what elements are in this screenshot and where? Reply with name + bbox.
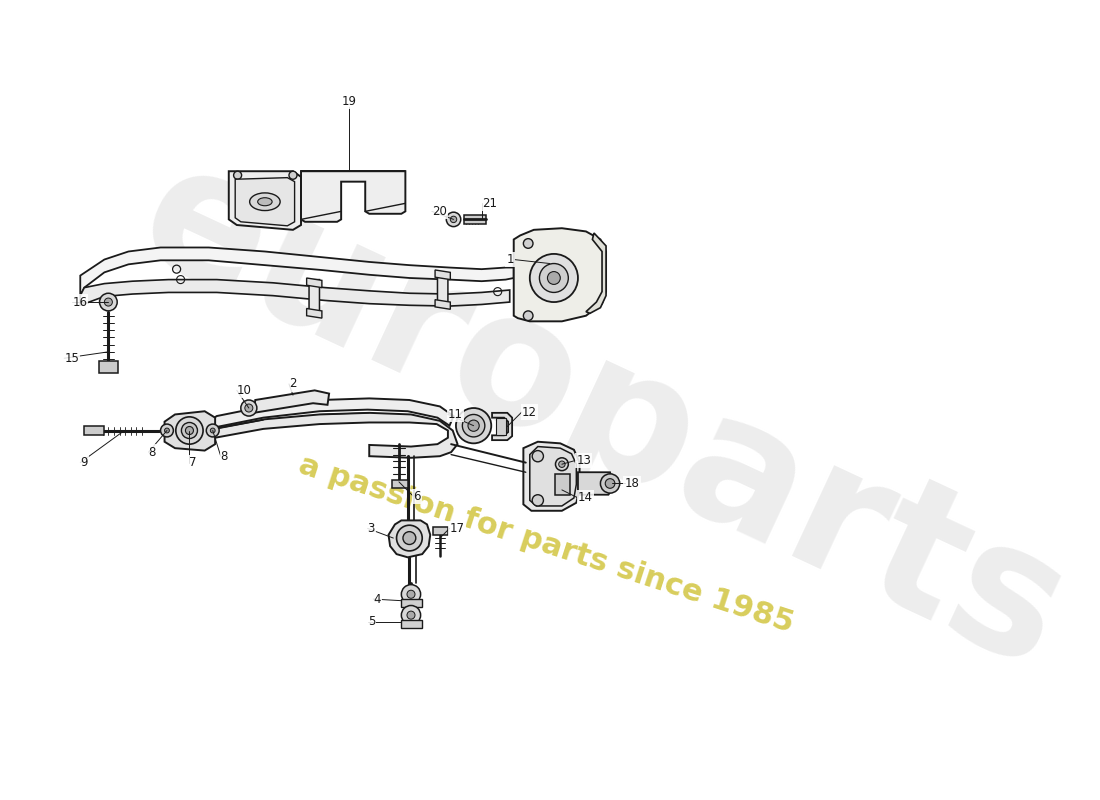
Circle shape xyxy=(450,216,456,222)
Polygon shape xyxy=(388,521,430,558)
Polygon shape xyxy=(309,279,319,314)
Polygon shape xyxy=(436,270,450,279)
Circle shape xyxy=(524,311,534,321)
Circle shape xyxy=(556,458,569,470)
Polygon shape xyxy=(524,442,580,510)
Text: 2: 2 xyxy=(289,378,297,390)
Circle shape xyxy=(403,532,416,545)
Polygon shape xyxy=(229,171,301,230)
Text: europarts: europarts xyxy=(113,126,1091,706)
Bar xyxy=(496,418,506,435)
Circle shape xyxy=(289,171,297,179)
Circle shape xyxy=(402,606,420,625)
Text: 21: 21 xyxy=(482,197,496,210)
Text: 5: 5 xyxy=(367,615,375,628)
Text: 1: 1 xyxy=(506,253,514,266)
Text: 16: 16 xyxy=(73,295,87,309)
Polygon shape xyxy=(307,309,322,318)
Polygon shape xyxy=(165,411,216,450)
Text: 17: 17 xyxy=(450,522,464,535)
Bar xyxy=(402,620,422,628)
Polygon shape xyxy=(254,390,329,413)
Circle shape xyxy=(530,254,578,302)
Circle shape xyxy=(396,526,422,551)
Circle shape xyxy=(407,611,415,619)
Circle shape xyxy=(559,461,565,467)
Bar xyxy=(85,426,103,435)
Circle shape xyxy=(233,171,242,179)
Circle shape xyxy=(161,424,174,437)
Text: 15: 15 xyxy=(64,352,79,365)
Polygon shape xyxy=(492,413,513,440)
Polygon shape xyxy=(530,446,576,506)
Circle shape xyxy=(532,494,543,506)
Text: 14: 14 xyxy=(578,491,593,505)
Polygon shape xyxy=(205,413,458,458)
Text: 10: 10 xyxy=(236,384,252,397)
Circle shape xyxy=(99,294,118,311)
Text: 18: 18 xyxy=(625,477,639,490)
Circle shape xyxy=(601,474,619,493)
Polygon shape xyxy=(301,171,406,222)
Circle shape xyxy=(104,298,112,306)
Circle shape xyxy=(241,400,257,416)
Text: 11: 11 xyxy=(448,408,463,421)
Bar xyxy=(556,474,570,494)
Bar xyxy=(402,599,422,607)
Circle shape xyxy=(468,420,480,431)
Circle shape xyxy=(407,590,415,598)
Circle shape xyxy=(182,422,198,438)
Text: 4: 4 xyxy=(373,593,381,606)
Circle shape xyxy=(524,238,534,248)
Ellipse shape xyxy=(250,193,280,210)
Ellipse shape xyxy=(257,198,272,206)
Circle shape xyxy=(210,428,216,433)
Circle shape xyxy=(176,417,204,444)
Circle shape xyxy=(186,426,194,434)
Circle shape xyxy=(245,404,253,412)
Circle shape xyxy=(402,585,420,604)
Text: a passion for parts since 1985: a passion for parts since 1985 xyxy=(295,450,798,638)
Polygon shape xyxy=(307,278,322,288)
Polygon shape xyxy=(578,472,612,494)
Bar xyxy=(99,362,118,373)
Bar xyxy=(392,480,408,488)
Text: 6: 6 xyxy=(414,490,421,503)
Text: 19: 19 xyxy=(342,95,356,108)
Circle shape xyxy=(539,263,569,293)
Circle shape xyxy=(207,424,219,437)
Polygon shape xyxy=(205,398,453,427)
Circle shape xyxy=(605,478,615,488)
Polygon shape xyxy=(586,233,606,314)
Polygon shape xyxy=(514,228,606,322)
Text: 7: 7 xyxy=(189,456,197,469)
Circle shape xyxy=(165,428,169,433)
Circle shape xyxy=(455,408,492,443)
Bar xyxy=(464,214,486,224)
Text: 12: 12 xyxy=(521,406,537,418)
Polygon shape xyxy=(80,247,514,296)
Text: 9: 9 xyxy=(80,456,88,469)
Circle shape xyxy=(532,450,543,462)
Circle shape xyxy=(462,414,485,437)
Polygon shape xyxy=(80,279,509,306)
Bar xyxy=(433,527,448,535)
Circle shape xyxy=(447,212,461,226)
Polygon shape xyxy=(438,271,448,304)
Polygon shape xyxy=(436,300,450,310)
Text: 20: 20 xyxy=(432,205,447,218)
Circle shape xyxy=(548,271,560,285)
Text: 8: 8 xyxy=(221,450,228,462)
Text: 13: 13 xyxy=(576,454,591,466)
Text: 3: 3 xyxy=(367,522,375,535)
Text: 8: 8 xyxy=(148,446,156,458)
Polygon shape xyxy=(235,178,295,226)
